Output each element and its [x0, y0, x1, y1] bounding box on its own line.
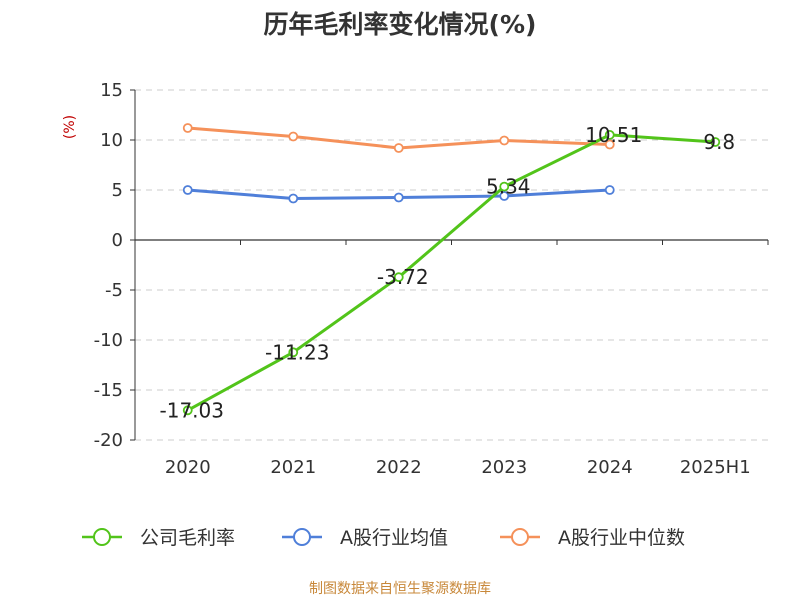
legend: 公司毛利率 A股行业均值 A股行业中位数 [82, 527, 685, 549]
data-point [499, 191, 510, 201]
legend-item-2: A股行业中位数 [500, 527, 685, 549]
data-label: 5.34 [486, 175, 531, 199]
data-point [393, 143, 404, 153]
data-point [499, 181, 510, 192]
legend-marker [511, 528, 529, 546]
series-group: -17.03 -11.23 -3.72 5.34 10.51 9.8 [160, 123, 736, 422]
legend-marker [293, 528, 311, 546]
data-point [182, 405, 193, 416]
legend-marker [93, 528, 111, 546]
x-tick-label: 2021 [270, 457, 316, 478]
y-axis-label: (%) [62, 115, 78, 139]
x-tick-label: 2023 [481, 457, 527, 478]
data-point [499, 135, 510, 146]
y-tick-label: -5 [105, 280, 123, 301]
data-label: 9.8 [703, 130, 735, 154]
data-point [393, 272, 404, 283]
data-point [182, 185, 193, 195]
series-2 [182, 123, 615, 153]
legend-item-0: 公司毛利率 [82, 527, 235, 549]
y-tick-label: 10 [100, 130, 123, 151]
legend-item-1: A股行业均值 [282, 527, 448, 549]
data-label: -11.23 [265, 340, 329, 364]
y-tick-label: 5 [112, 180, 123, 201]
data-point [393, 192, 404, 203]
series-line [187, 133, 716, 412]
data-point [288, 193, 299, 204]
y-tick-label: -20 [94, 430, 123, 451]
data-point [604, 129, 615, 140]
data-point [710, 137, 721, 147]
data-label: -3.72 [377, 265, 429, 289]
x-tick-label: 2022 [376, 457, 422, 478]
data-point [604, 139, 615, 150]
y-tick-label: 0 [112, 230, 123, 251]
data-label: 10.51 [585, 123, 642, 147]
y-tick-label: 15 [100, 80, 123, 101]
data-point [288, 131, 299, 142]
data-point [182, 123, 193, 133]
x-tick-label: 2020 [165, 457, 211, 478]
data-point [288, 347, 299, 358]
legend-label: A股行业中位数 [558, 527, 685, 549]
axes: 15 10 5 0 -5 -10 -15 -20 2020 2021 2022 2023 2024 202… [94, 80, 769, 478]
y-tick-label: -10 [94, 330, 123, 351]
x-tick-label: 2025H1 [680, 457, 751, 478]
y-tick-label: -15 [94, 380, 123, 401]
source-note: 制图数据来自恒生聚源数据库 [309, 581, 491, 597]
series-1 [182, 185, 615, 204]
x-tick-label: 2024 [587, 457, 633, 478]
chart-title: 历年毛利率变化情况(%) [264, 10, 537, 39]
data-label: -17.03 [160, 398, 224, 422]
legend-label: A股行业均值 [340, 527, 448, 549]
series-0: -17.03 -11.23 -3.72 5.34 10.51 9.8 [160, 123, 736, 422]
data-point [604, 185, 615, 195]
legend-label: 公司毛利率 [140, 527, 235, 549]
